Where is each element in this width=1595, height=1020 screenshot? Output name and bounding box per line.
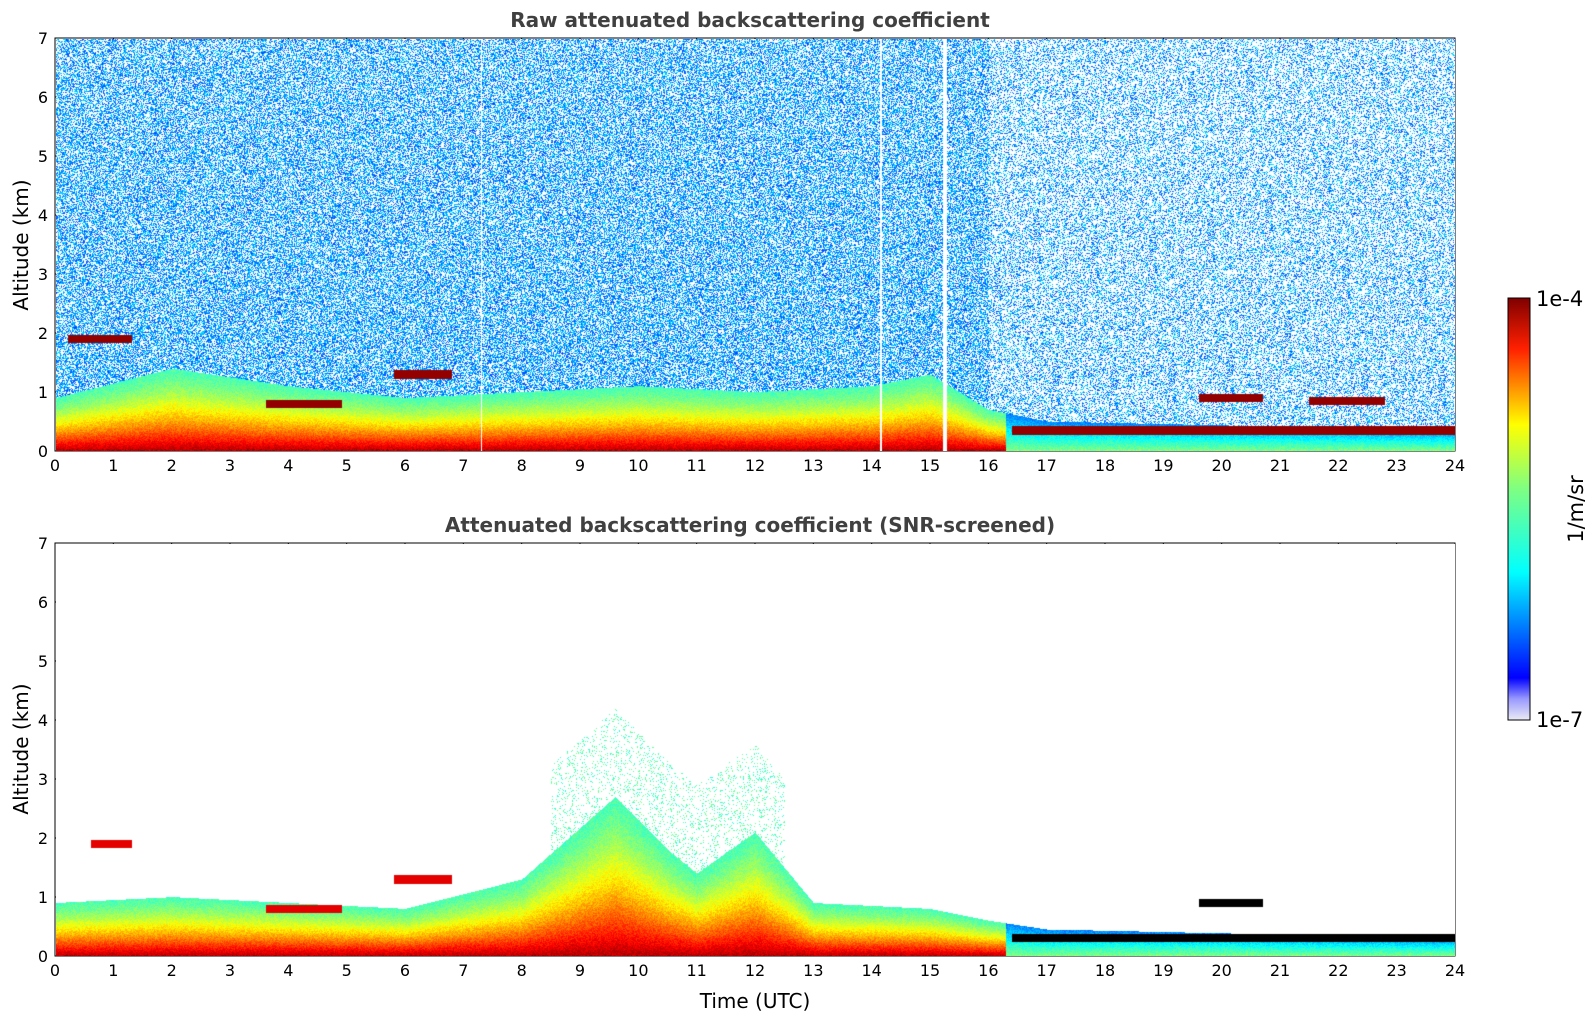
y-tick-label: 7 bbox=[38, 29, 48, 48]
x-tick-label: 11 bbox=[686, 456, 706, 475]
x-tick-label: 19 bbox=[1153, 961, 1173, 980]
x-tick-label: 12 bbox=[745, 961, 765, 980]
x-tick-label: 2 bbox=[167, 456, 177, 475]
x-tick-label: 18 bbox=[1095, 456, 1115, 475]
x-tick-label: 10 bbox=[628, 961, 648, 980]
x-tick-label: 24 bbox=[1445, 961, 1465, 980]
y-tick-label: 3 bbox=[38, 265, 48, 284]
x-tick-label: 4 bbox=[283, 456, 293, 475]
x-tick-label: 9 bbox=[575, 961, 585, 980]
heatmap-snr bbox=[55, 543, 1455, 956]
x-tick-label: 11 bbox=[686, 961, 706, 980]
colorbar: 1e-4 1e-7 1/m/sr bbox=[1507, 287, 1588, 732]
x-tick-label: 3 bbox=[225, 456, 235, 475]
x-tick-label: 14 bbox=[861, 456, 881, 475]
y-tick-label: 7 bbox=[38, 534, 48, 553]
colorbar-unit-label: 1/m/sr bbox=[1564, 475, 1588, 543]
y-tick-label: 2 bbox=[38, 829, 48, 848]
x-tick-label: 16 bbox=[978, 456, 998, 475]
chart-title-raw: Raw attenuated backscattering coefficien… bbox=[510, 8, 990, 32]
panel-raw: Raw attenuated backscattering coefficien… bbox=[9, 8, 1465, 475]
y-axis-label-snr: Altitude (km) bbox=[9, 683, 33, 814]
chart-title-snr: Attenuated backscattering coefficient (S… bbox=[445, 513, 1055, 537]
y-tick-label: 0 bbox=[38, 442, 48, 461]
x-tick-label: 23 bbox=[1386, 961, 1406, 980]
x-tick-label: 9 bbox=[575, 456, 585, 475]
x-tick-label: 22 bbox=[1328, 961, 1348, 980]
x-tick-label: 7 bbox=[458, 456, 468, 475]
x-tick-label: 13 bbox=[803, 456, 823, 475]
x-tick-label: 22 bbox=[1328, 456, 1348, 475]
y-tick-label: 5 bbox=[38, 652, 48, 671]
x-tick-label: 6 bbox=[400, 456, 410, 475]
y-tick-label: 1 bbox=[38, 888, 48, 907]
colorbar-gradient bbox=[1507, 297, 1531, 721]
x-tick-label: 15 bbox=[920, 961, 940, 980]
x-tick-label: 20 bbox=[1211, 456, 1231, 475]
x-tick-label: 21 bbox=[1270, 961, 1290, 980]
y-tick-label: 5 bbox=[38, 147, 48, 166]
x-tick-label: 2 bbox=[167, 961, 177, 980]
x-tick-label: 23 bbox=[1386, 456, 1406, 475]
x-tick-label: 4 bbox=[283, 961, 293, 980]
x-tick-label: 6 bbox=[400, 961, 410, 980]
x-tick-label: 5 bbox=[342, 456, 352, 475]
x-tick-label: 5 bbox=[342, 961, 352, 980]
y-tick-label: 6 bbox=[38, 593, 48, 612]
colorbar-max-label: 1e-4 bbox=[1536, 287, 1583, 311]
x-tick-label: 7 bbox=[458, 961, 468, 980]
x-tick-label: 17 bbox=[1036, 961, 1056, 980]
x-tick-label: 15 bbox=[920, 456, 940, 475]
y-tick-label: 2 bbox=[38, 324, 48, 343]
y-axis-label-raw: Altitude (km) bbox=[9, 179, 33, 310]
x-tick-label: 3 bbox=[225, 961, 235, 980]
y-tick-label: 3 bbox=[38, 770, 48, 789]
x-tick-label: 17 bbox=[1036, 456, 1056, 475]
x-tick-label: 24 bbox=[1445, 456, 1465, 475]
x-tick-label: 0 bbox=[50, 456, 60, 475]
x-tick-label: 18 bbox=[1095, 961, 1115, 980]
x-tick-label: 8 bbox=[517, 961, 527, 980]
heatmap-raw bbox=[55, 38, 1455, 451]
x-tick-label: 10 bbox=[628, 456, 648, 475]
x-axis-raw: 0 1 2 3 4 5 6 7 8 9 10 11 12 13 14 15 16 17 18 19 20 21 22 23 24 bbox=[50, 38, 1465, 475]
x-tick-label: 19 bbox=[1153, 456, 1173, 475]
y-tick-label: 1 bbox=[38, 383, 48, 402]
x-axis-label: Time (UTC) bbox=[699, 989, 811, 1013]
x-tick-label: 1 bbox=[108, 961, 118, 980]
x-tick-label: 21 bbox=[1270, 456, 1290, 475]
x-tick-label: 20 bbox=[1211, 961, 1231, 980]
x-tick-label: 14 bbox=[861, 961, 881, 980]
y-tick-label: 4 bbox=[38, 206, 48, 225]
x-tick-label: 8 bbox=[517, 456, 527, 475]
x-tick-label: 13 bbox=[803, 961, 823, 980]
x-tick-label: 12 bbox=[745, 456, 765, 475]
colorbar-min-label: 1e-7 bbox=[1536, 708, 1583, 732]
y-tick-label: 6 bbox=[38, 88, 48, 107]
x-tick-label: 16 bbox=[978, 961, 998, 980]
x-tick-label: 0 bbox=[50, 961, 60, 980]
y-tick-label: 4 bbox=[38, 711, 48, 730]
y-tick-label: 0 bbox=[38, 947, 48, 966]
x-tick-label: 1 bbox=[108, 456, 118, 475]
